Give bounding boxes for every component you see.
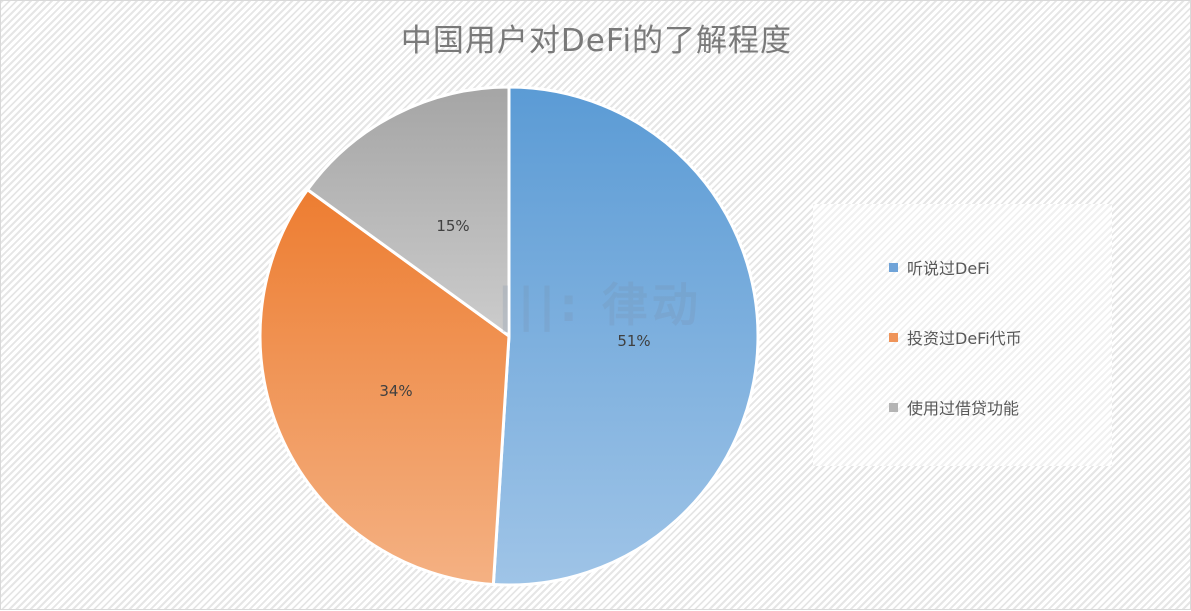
watermark: |||: 律动 bbox=[497, 278, 702, 332]
legend-item-heard-of-defi[interactable]: 听说过DeFi bbox=[889, 255, 990, 279]
chart-title: 中国用户对DeFi的了解程度 bbox=[400, 23, 793, 59]
legend-label: 听说过DeFi bbox=[907, 259, 990, 278]
legend: 听说过DeFi 投资过DeFi代币 使用过借贷功能 bbox=[813, 204, 1112, 466]
legend-label: 投资过DeFi代币 bbox=[907, 329, 1022, 348]
legend-swatch-orange bbox=[889, 332, 898, 342]
legend-item-used-lending[interactable]: 使用过借贷功能 bbox=[889, 395, 1019, 419]
legend-label: 使用过借贷功能 bbox=[907, 399, 1020, 418]
legend-swatch-blue bbox=[889, 262, 898, 272]
legend-item-invested-defi-token[interactable]: 投资过DeFi代币 bbox=[889, 325, 1022, 349]
pie-slice-used-lending[interactable] bbox=[306, 85, 511, 338]
legend-swatch-gray bbox=[889, 402, 898, 412]
pie-slice-invested-defi-token[interactable] bbox=[258, 188, 511, 587]
pie-slice-heard-of-defi[interactable] bbox=[491, 85, 760, 587]
